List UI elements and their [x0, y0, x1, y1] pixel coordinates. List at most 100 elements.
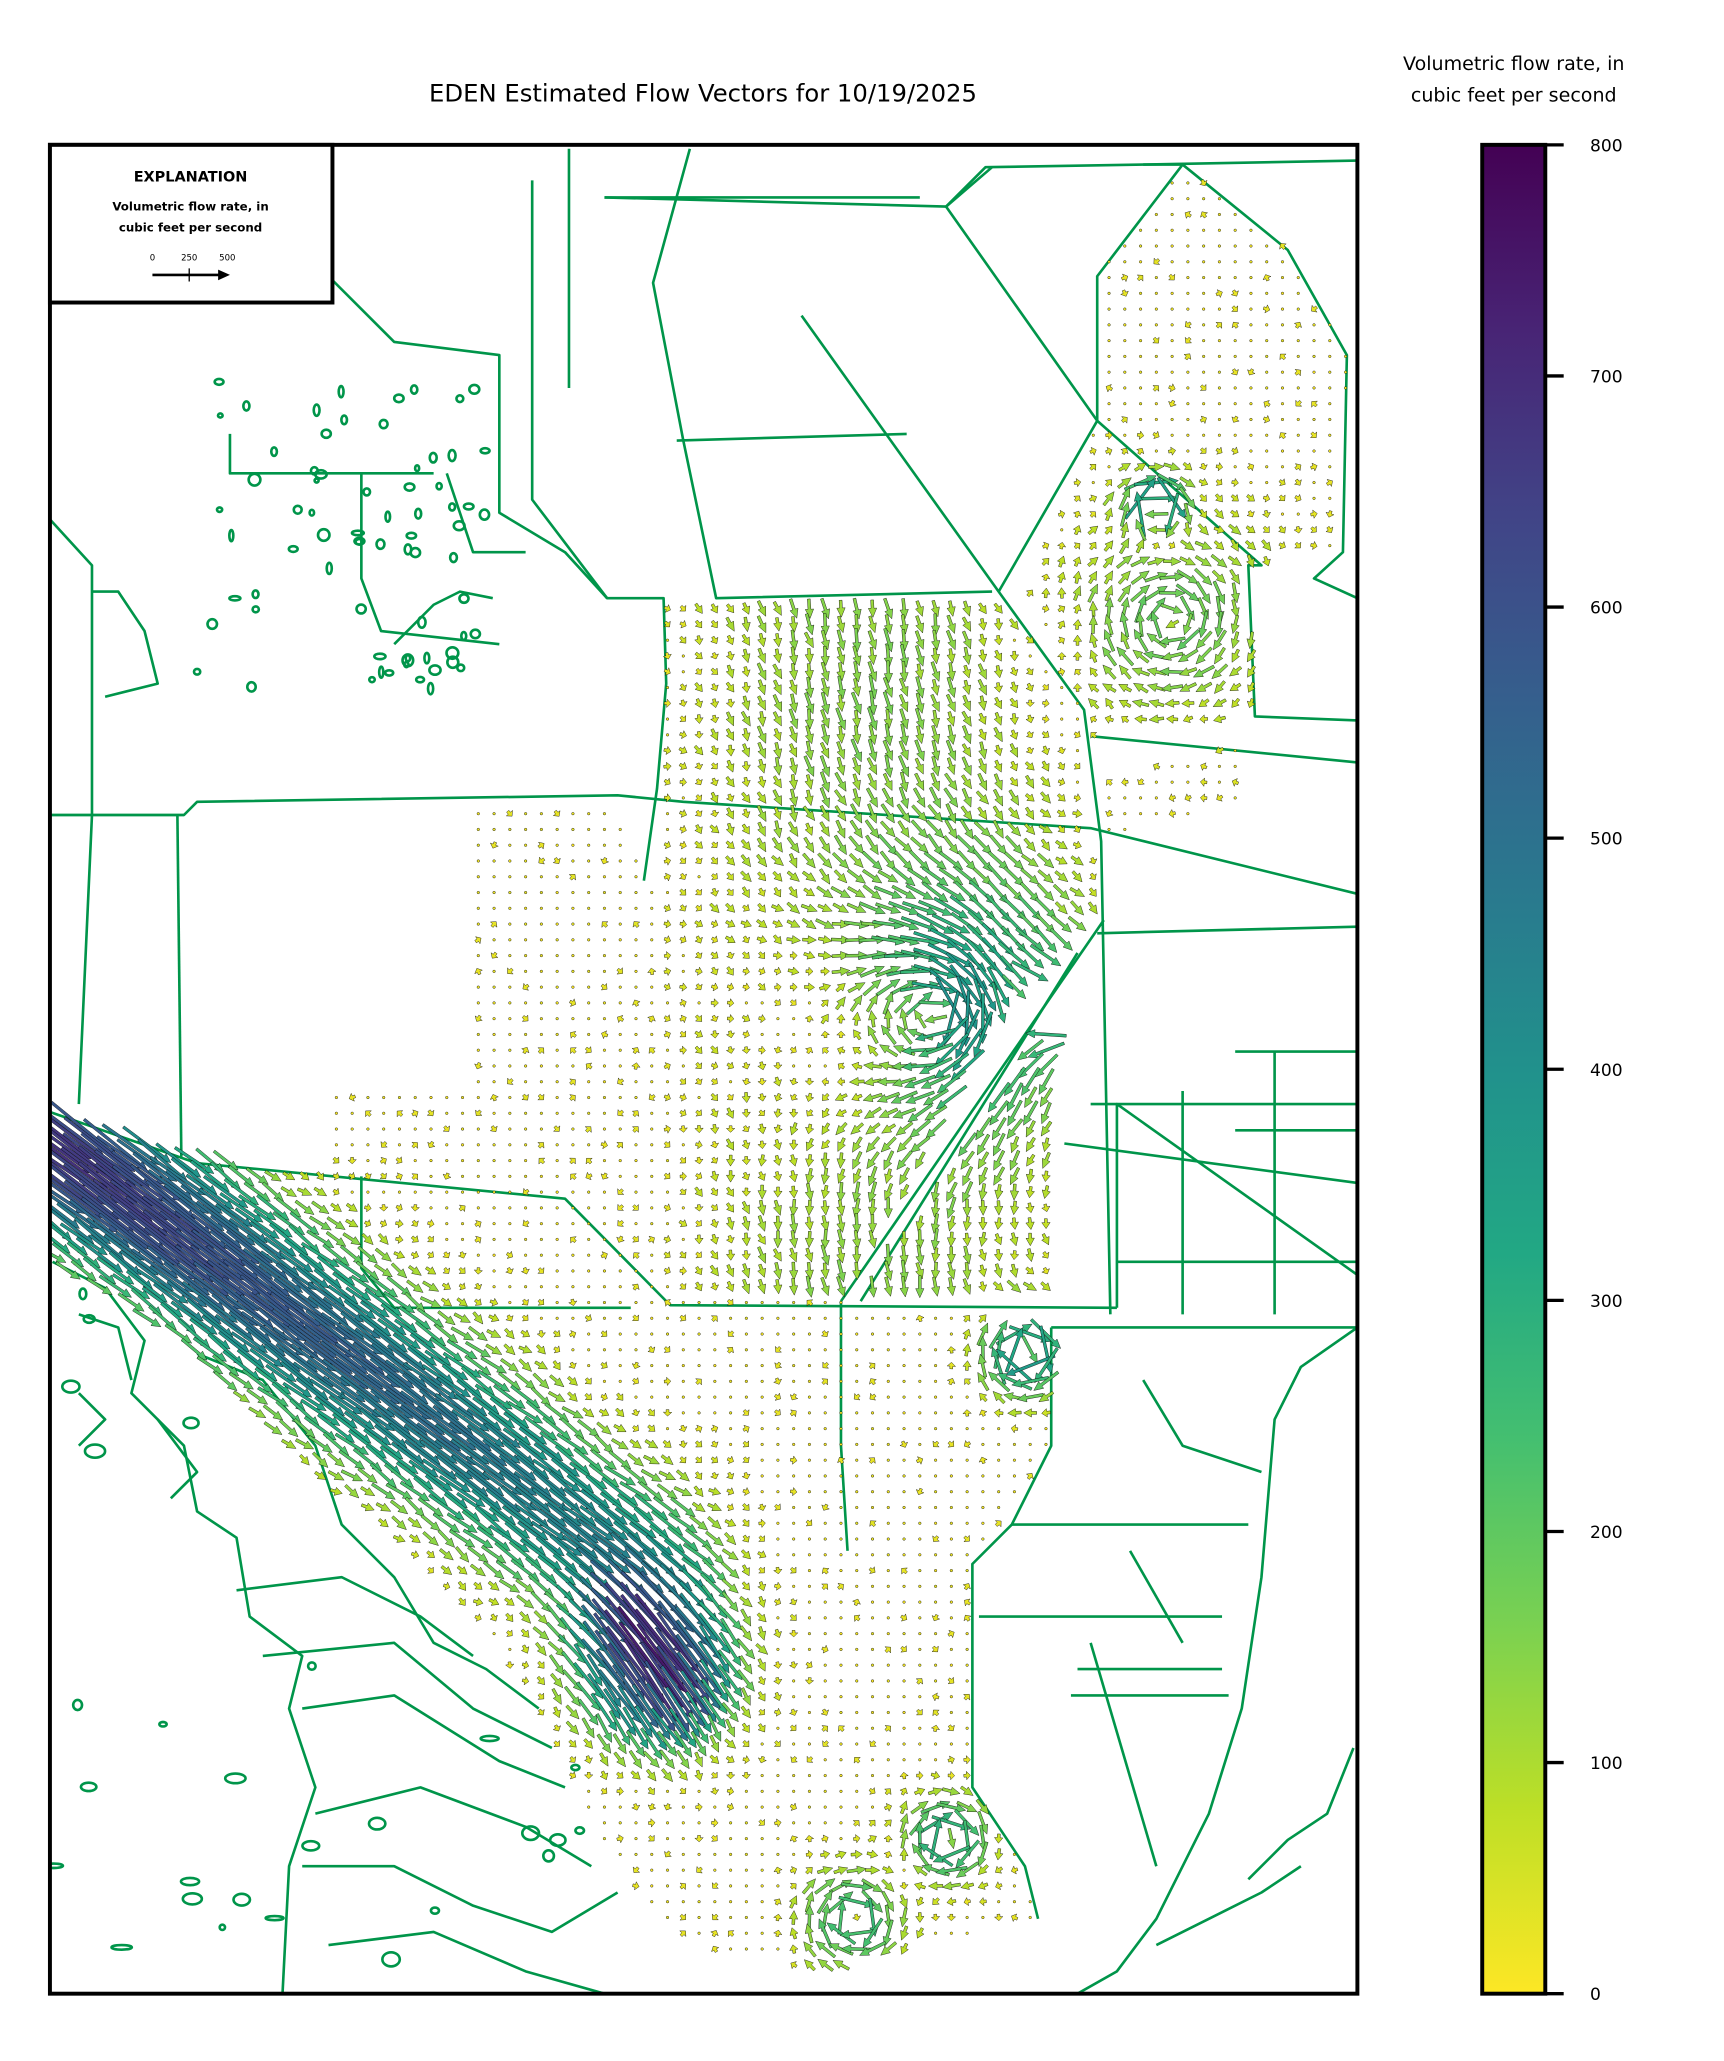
flow-vector-arrow	[1227, 555, 1243, 567]
flow-vector-dot	[555, 1096, 559, 1100]
flow-vector-dot	[587, 1222, 591, 1226]
flow-vector-arrow	[915, 676, 925, 699]
flow-vector-dot	[1186, 449, 1190, 453]
flow-vector-dot	[855, 1537, 859, 1541]
flow-vector-arrow	[1087, 583, 1098, 603]
flow-vector-arrow	[1009, 666, 1019, 676]
flow-vector-dot	[918, 1395, 922, 1399]
flow-vector-dot	[571, 969, 575, 973]
flow-vector-dot	[1060, 733, 1064, 737]
flow-vector-arrow	[773, 757, 783, 776]
pond-outline	[192, 667, 202, 676]
flow-vector-dot	[902, 1742, 906, 1746]
flow-vector-dot	[571, 985, 575, 989]
flow-vector-arrow	[882, 739, 893, 762]
flow-vector-dot	[807, 1742, 811, 1746]
flow-vector-arrow	[1151, 542, 1161, 550]
flow-vector-dot	[1139, 354, 1143, 358]
flow-vector-arrow	[977, 772, 988, 791]
flow-vector-dot	[839, 1695, 843, 1699]
flow-vector-dot	[713, 1868, 717, 1872]
flow-vector-arrow	[757, 887, 766, 897]
flow-vector-dot	[555, 1316, 559, 1320]
flow-vector-dot	[666, 1316, 670, 1320]
flow-vector-dot	[555, 938, 559, 942]
flow-vector-dot	[1249, 339, 1253, 343]
flow-vector-arrow	[867, 706, 878, 731]
flow-vector-arrow	[993, 788, 1003, 807]
flow-vector-dot	[871, 1537, 875, 1541]
flow-vector-dot	[602, 1821, 606, 1825]
flow-vector-dot	[508, 875, 512, 879]
flow-vector-dot	[886, 1364, 890, 1368]
flow-vector-arrow	[861, 868, 883, 884]
flow-vector-arrow	[663, 667, 671, 676]
flow-vector-arrow	[929, 927, 973, 951]
flow-vector-arrow	[899, 661, 909, 683]
flow-vector-arrow	[1230, 582, 1240, 604]
flow-vector-dot	[555, 875, 559, 879]
flow-vector-arrow	[961, 787, 972, 808]
flow-vector-arrow	[1117, 477, 1132, 489]
flow-vector-dot	[1170, 417, 1174, 421]
flow-vector-dot	[1265, 244, 1269, 248]
flow-vector-dot	[1217, 197, 1221, 201]
flow-vector-arrow	[1246, 493, 1255, 502]
flow-vector-arrow	[805, 740, 814, 761]
flow-vector-dot	[823, 1758, 827, 1762]
flow-vector-dot	[949, 1537, 953, 1541]
flow-vector-dot	[886, 1553, 890, 1557]
flow-vector-dot	[524, 1174, 528, 1178]
flow-vector-dot	[634, 1017, 638, 1021]
flow-vector-arrow	[1200, 762, 1208, 771]
flow-vector-arrow	[1130, 570, 1150, 585]
flow-vector-dot	[587, 1096, 591, 1100]
flow-vector-arrow	[757, 679, 766, 696]
flow-vector-arrow	[1088, 857, 1098, 865]
flow-vector-dot	[602, 843, 606, 847]
flow-vector-arrow	[978, 758, 987, 775]
flow-vector-dot	[807, 1821, 811, 1825]
flow-vector-dot	[918, 1695, 922, 1699]
flow-vector-dot	[823, 1411, 827, 1415]
flow-vector-dot	[1154, 244, 1158, 248]
flow-vector-arrow	[945, 693, 956, 713]
flow-vector-arrow	[489, 921, 498, 928]
flow-vector-arrow	[993, 759, 1003, 773]
flow-vector-dot	[413, 1159, 417, 1163]
flow-vector-dot	[839, 1647, 843, 1651]
flow-vector-arrow	[1009, 650, 1020, 662]
flow-vector-dot	[555, 891, 559, 895]
flow-vector-dot	[634, 1300, 638, 1305]
flow-vector-arrow	[993, 773, 1003, 791]
flow-vector-dot	[823, 1490, 827, 1494]
flow-vector-arrow	[1215, 289, 1223, 299]
flow-vector-arrow	[647, 967, 657, 976]
flow-vector-dot	[492, 875, 496, 879]
flow-vector-arrow	[1183, 613, 1194, 636]
flow-vector-dot	[508, 985, 512, 989]
flow-vector-dot	[886, 1490, 890, 1494]
flow-vector-arrow	[1104, 584, 1113, 602]
pond-outline	[378, 418, 389, 430]
flow-vector-dot	[555, 1080, 559, 1084]
colorbar-tick-label: 800	[1590, 136, 1623, 156]
flow-vector-dot	[760, 1884, 764, 1888]
flow-vector-dot	[1217, 433, 1221, 437]
flow-vector-arrow	[632, 921, 641, 928]
flow-vector-dot	[555, 1285, 559, 1289]
flow-vector-dot	[445, 1096, 449, 1100]
flow-vector-dot	[524, 906, 528, 910]
flow-vector-dot	[587, 1143, 591, 1147]
flow-vector-arrow	[962, 600, 971, 617]
flow-vector-arrow	[898, 786, 909, 810]
pond-outline	[409, 546, 422, 559]
flow-vector-dot	[476, 906, 480, 910]
flow-vector-arrow	[1088, 541, 1097, 551]
flow-vector-dot	[855, 1316, 859, 1320]
flow-vector-dot	[492, 1017, 496, 1021]
flow-vector-arrow	[1247, 681, 1256, 693]
flow-vector-dot	[492, 1190, 496, 1194]
flow-vector-dot	[634, 1143, 638, 1147]
flow-vector-dot	[1139, 307, 1143, 311]
